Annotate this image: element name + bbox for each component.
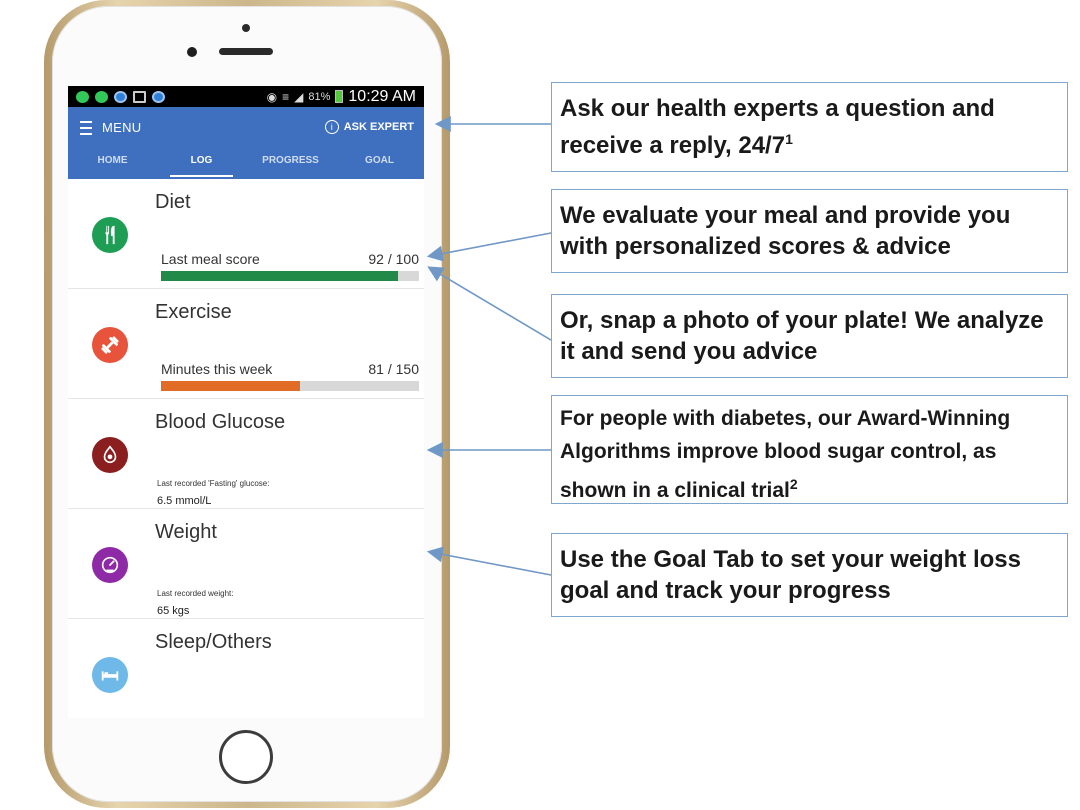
callout-ask-expert: Ask our health experts a question and re…: [551, 82, 1068, 172]
card-title: Sleep/Others: [155, 631, 272, 653]
card-title: Diet: [155, 191, 191, 213]
meal-score-progress-bar: [161, 271, 419, 281]
callout-text: Or, snap a photo of your plate! We analy…: [560, 307, 1044, 365]
image-notification-icon: [133, 90, 146, 103]
callout-snap-photo: Or, snap a photo of your plate! We analy…: [551, 294, 1068, 378]
callout-goal-tab: Use the Goal Tab to set your weight loss…: [551, 533, 1068, 617]
recorded-value: 65 kgs: [157, 605, 190, 617]
tab-progress[interactable]: PROGRESS: [262, 155, 319, 166]
dumbbell-icon: [92, 327, 128, 363]
progress-label: Last meal score: [161, 251, 260, 267]
signal-icon: ◢: [294, 89, 304, 104]
card-title: Exercise: [155, 301, 232, 323]
status-bar: ◉ ≡ ◢ 81% 10:29 AM: [68, 86, 424, 107]
chat-notification-icon: [76, 90, 89, 103]
proximity-sensor: [242, 24, 250, 32]
clock: 10:29 AM: [348, 87, 416, 105]
app-screen: ◉ ≡ ◢ 81% 10:29 AM MENU i ASK EXPERT HOM…: [68, 86, 424, 718]
recorded-value: 6.5 mmol/L: [157, 495, 212, 507]
app-notification-icon: [152, 90, 165, 103]
callout-meal-score: We evaluate your meal and provide you wi…: [551, 189, 1068, 273]
progress-fill: [161, 381, 301, 391]
card-title: Blood Glucose: [155, 411, 286, 433]
exercise-card[interactable]: Exercise Minutes this week 81 / 150: [68, 289, 424, 399]
callout-diabetes: For people with diabetes, our Award-Winn…: [551, 395, 1068, 504]
sleep-card[interactable]: Sleep/Others: [68, 619, 424, 718]
recorded-label: Last recorded 'Fasting' glucose:: [157, 479, 270, 488]
progress-row: Minutes this week 81 / 150: [161, 361, 419, 377]
chat-notification-icon: [95, 90, 108, 103]
bed-icon: [92, 657, 128, 693]
callout-text: For people with diabetes, our Award-Winn…: [560, 407, 1011, 502]
progress-value: 81 / 150: [368, 361, 419, 377]
volume-up-button: [44, 178, 50, 218]
hamburger-icon[interactable]: [80, 121, 92, 135]
tab-goal[interactable]: GOAL: [365, 155, 394, 166]
recorded-label: Last recorded weight:: [157, 589, 234, 598]
wifi-icon: ≡: [282, 89, 290, 104]
front-camera: [187, 47, 197, 57]
eye-icon: ◉: [266, 89, 278, 104]
tab-log[interactable]: LOG: [157, 151, 246, 179]
menu-button[interactable]: MENU: [102, 120, 142, 135]
earpiece-speaker: [219, 48, 273, 55]
volume-down-button: [44, 232, 50, 272]
card-title: Weight: [155, 521, 217, 543]
footnote-marker: 1: [785, 131, 793, 147]
blood-drop-icon: [92, 437, 128, 473]
exercise-minutes-progress-bar: [161, 381, 419, 391]
callout-text: We evaluate your meal and provide you wi…: [560, 202, 1011, 260]
app-notification-icon: [114, 90, 127, 103]
callout-text: Use the Goal Tab to set your weight loss…: [560, 546, 1021, 604]
progress-row: Last meal score 92 / 100: [161, 251, 419, 267]
blood-glucose-card[interactable]: Blood Glucose Last recorded 'Fasting' gl…: [68, 399, 424, 509]
scale-gauge-icon: [92, 547, 128, 583]
battery-percent: 81%: [308, 90, 331, 103]
footnote-marker: 2: [789, 476, 798, 492]
tab-home[interactable]: HOME: [97, 155, 128, 166]
tab-bar: HOME LOG PROGRESS GOAL: [68, 151, 424, 179]
progress-fill: [161, 271, 399, 281]
ask-expert-label: ASK EXPERT: [343, 121, 414, 133]
weight-card[interactable]: Weight Last recorded weight: 65 kgs: [68, 509, 424, 619]
fork-knife-icon: [92, 217, 128, 253]
battery-icon: [335, 90, 344, 103]
app-bar: MENU i ASK EXPERT HOME LOG PROGRESS GOAL: [68, 107, 424, 179]
callout-text: Ask our health experts a question and re…: [560, 95, 995, 159]
diet-card[interactable]: Diet Last meal score 92 / 100: [68, 179, 424, 289]
progress-value: 92 / 100: [368, 251, 419, 267]
info-icon: i: [324, 120, 339, 134]
progress-label: Minutes this week: [161, 361, 273, 377]
ask-expert-button[interactable]: i ASK EXPERT: [324, 120, 414, 134]
home-button[interactable]: [219, 730, 273, 784]
